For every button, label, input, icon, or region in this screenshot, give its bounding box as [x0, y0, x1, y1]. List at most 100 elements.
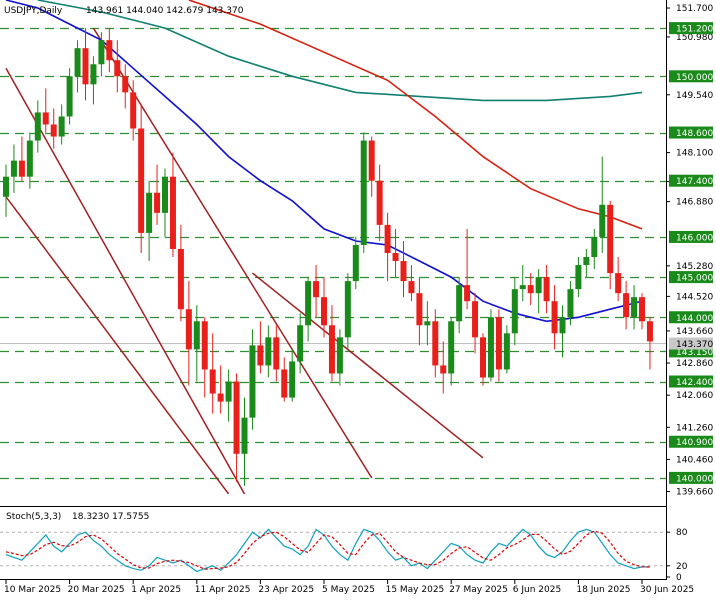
y-tick-label: 142.060 [676, 391, 713, 401]
y-tick-label: 146.880 [676, 198, 713, 208]
candle-body [535, 277, 542, 294]
symbol-label: USDJPY,Daily [4, 6, 63, 16]
candle-body [241, 417, 248, 454]
x-tick-label: 6 Jun 2025 [513, 585, 561, 595]
candle-body [122, 76, 129, 93]
x-tick-label: 30 Jun 2025 [640, 585, 694, 595]
level-label: 143.150 [676, 348, 713, 358]
candle-body [26, 140, 33, 177]
y-tick-label: 145.280 [676, 262, 713, 272]
candle-body [50, 124, 57, 137]
candle-body [328, 325, 335, 374]
level-label: 147.400 [676, 177, 713, 187]
candle-body [519, 285, 526, 290]
candle-body [376, 180, 383, 225]
x-tick-label: 20 Mar 2025 [68, 585, 125, 595]
candle-body [368, 140, 375, 181]
candle-body [384, 224, 391, 253]
candle-body [487, 317, 494, 378]
candle-body [480, 337, 486, 378]
stoch-tick-label: 80 [676, 528, 688, 538]
level-label: 146.000 [676, 233, 713, 243]
candle-body [352, 244, 359, 282]
candle-body [416, 293, 423, 326]
candle-body [233, 381, 240, 454]
candle-body [169, 176, 176, 249]
y-tick-label: 140.460 [676, 455, 713, 465]
candle-body [623, 293, 630, 318]
candle-body [3, 176, 9, 197]
candle-body [209, 369, 216, 394]
candle-body [551, 301, 558, 334]
level-label-bg [669, 126, 713, 139]
stoch-signal-line [5, 530, 651, 570]
candle-body [495, 317, 502, 370]
candle-body [273, 337, 280, 370]
candle-body [281, 369, 288, 398]
candle-body [344, 281, 351, 338]
candle-body [162, 176, 168, 213]
candle-body [193, 321, 200, 350]
stoch-main-line [5, 528, 650, 573]
candle-body [34, 112, 41, 141]
candle-body [511, 289, 518, 334]
current-price-label: 143.370 [676, 340, 713, 350]
candle-body [646, 321, 653, 342]
stoch-tick-label: 0 [676, 573, 682, 583]
candle-body [440, 365, 447, 374]
candle-body [543, 277, 550, 302]
candle-body [66, 76, 73, 117]
x-tick-label: 18 Jun 2025 [576, 585, 630, 595]
level-label: 140.900 [676, 438, 713, 448]
ohlc-text: 143.961 144.040 142.679 143.370 [86, 6, 244, 16]
level-label: 140.000 [676, 474, 713, 484]
y-tick-label: 148.100 [676, 149, 713, 159]
candle-body [217, 393, 224, 402]
level-label-bg [669, 435, 713, 448]
x-tick-label: 5 May 2025 [322, 585, 375, 595]
stoch-values: 18.3230 17.5755 [72, 512, 149, 522]
candle-body [503, 333, 510, 370]
x-tick-label: 1 Apr 2025 [131, 585, 181, 595]
candle-body [639, 297, 645, 322]
level-label-bg [669, 230, 713, 243]
candle-body [615, 273, 622, 294]
stoch-tick-label: 20 [676, 562, 688, 572]
candle-body [177, 248, 184, 310]
candle-body [114, 60, 121, 77]
level-label: 150.000 [676, 73, 713, 83]
y-tick-label: 142.860 [676, 359, 713, 369]
candle-body [321, 297, 327, 326]
candle-body [265, 337, 272, 366]
y-tick-label: 151.700 [676, 4, 713, 14]
y-tick-label: 150.980 [676, 33, 713, 43]
candle-body [297, 325, 304, 362]
level-label: 151.200 [676, 25, 713, 35]
candle-body [456, 285, 463, 322]
candle-body [424, 321, 431, 326]
candle-body [599, 204, 606, 237]
level-label-bg [669, 22, 713, 35]
level-label-bg [669, 375, 713, 388]
y-tick-label: 144.520 [676, 292, 713, 302]
candle-body [575, 265, 582, 290]
level-label: 144.000 [676, 314, 713, 324]
candle-body [201, 321, 208, 370]
candle-body [360, 140, 367, 245]
candle-body [400, 261, 407, 282]
candle-body [472, 301, 479, 338]
candle-body [225, 381, 232, 402]
level-label-bg [669, 311, 713, 324]
y-tick-label: 143.660 [676, 327, 713, 337]
level-label-bg [669, 471, 713, 484]
candle-body [527, 285, 534, 294]
trendline [5, 67, 246, 495]
candle-body [58, 116, 65, 137]
trendline [92, 27, 373, 479]
candle-body [392, 253, 399, 262]
level-label-bg [669, 70, 713, 83]
candle-body [82, 48, 89, 85]
candle-body [74, 48, 81, 77]
